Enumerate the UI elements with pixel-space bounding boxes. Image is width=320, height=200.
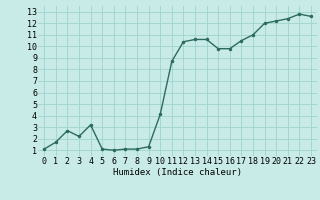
X-axis label: Humidex (Indice chaleur): Humidex (Indice chaleur) [113, 168, 242, 177]
